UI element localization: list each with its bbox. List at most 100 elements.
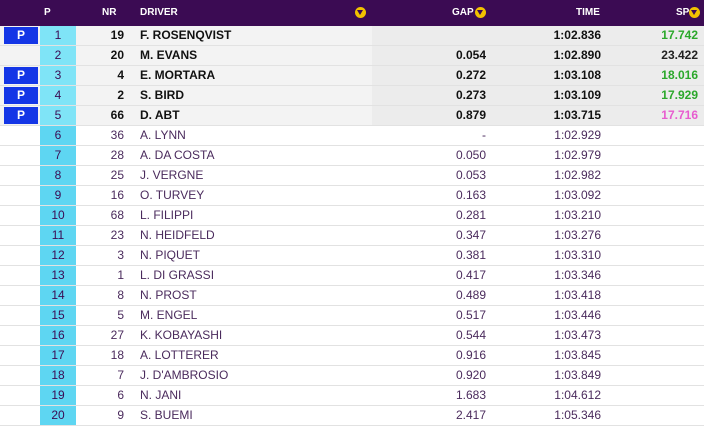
- table-header: P NR DRIVER GAP TIME SP: [0, 0, 704, 26]
- car-number-cell: 1: [117, 268, 124, 282]
- lap-time-cell: 1:03.849: [554, 368, 601, 382]
- row-shade: [372, 26, 704, 45]
- header-speed[interactable]: SP: [676, 7, 690, 18]
- header-gap[interactable]: GAP: [452, 7, 474, 18]
- header-driver[interactable]: DRIVER: [140, 7, 178, 18]
- driver-name-cell: J. D'AMBROSIO: [140, 368, 229, 382]
- position-cell: 6: [40, 126, 76, 145]
- table-row[interactable]: 9 16 O. TURVEY 0.163 1:03.092: [0, 186, 704, 206]
- car-number-cell: 68: [110, 208, 124, 222]
- badge-cell: [0, 206, 38, 225]
- table-row[interactable]: 12 3 N. PIQUET 0.381 1:03.310: [0, 246, 704, 266]
- driver-name-cell: A. LOTTERER: [140, 348, 219, 362]
- table-row[interactable]: 16 27 K. KOBAYASHI 0.544 1:03.473: [0, 326, 704, 346]
- driver-name-cell: M. ENGEL: [140, 308, 198, 322]
- badge-cell: P: [0, 66, 38, 85]
- header-car-number[interactable]: NR: [102, 7, 117, 18]
- badge-cell: [0, 226, 38, 245]
- car-number-cell: 66: [110, 108, 124, 122]
- sort-driver-icon[interactable]: [355, 7, 366, 18]
- position-cell: 11: [40, 226, 76, 245]
- table-row[interactable]: P 5 66 D. ABT 0.879 1:03.715 17.716: [0, 106, 704, 126]
- driver-name-cell: N. HEIDFELD: [140, 228, 215, 242]
- row-shade: [372, 86, 704, 105]
- gap-cell: 0.050: [455, 148, 486, 162]
- table-row[interactable]: 8 25 J. VERGNE 0.053 1:02.982: [0, 166, 704, 186]
- speed-cell: 18.016: [661, 68, 698, 82]
- gap-cell: 0.920: [455, 368, 486, 382]
- table-row[interactable]: 18 7 J. D'AMBROSIO 0.920 1:03.849: [0, 366, 704, 386]
- position-cell: 20: [40, 406, 76, 425]
- table-row[interactable]: 11 23 N. HEIDFELD 0.347 1:03.276: [0, 226, 704, 246]
- pole-badge: P: [4, 107, 38, 124]
- table-row[interactable]: P 3 4 E. MORTARA 0.272 1:03.108 18.016: [0, 66, 704, 86]
- car-number-cell: 20: [110, 48, 124, 62]
- lap-time-cell: 1:03.210: [554, 208, 601, 222]
- table-row[interactable]: 20 9 S. BUEMI 2.417 1:05.346: [0, 406, 704, 426]
- table-row[interactable]: 13 1 L. DI GRASSI 0.417 1:03.346: [0, 266, 704, 286]
- row-shade: [372, 46, 704, 65]
- table-row[interactable]: 15 5 M. ENGEL 0.517 1:03.446: [0, 306, 704, 326]
- badge-cell: [0, 166, 38, 185]
- driver-name-cell: K. KOBAYASHI: [140, 328, 223, 342]
- driver-name-cell: S. BUEMI: [140, 408, 193, 422]
- lap-time-cell: 1:03.418: [554, 288, 601, 302]
- speed-cell: [612, 326, 698, 345]
- position-cell: 5: [40, 106, 76, 125]
- header-time[interactable]: TIME: [576, 7, 600, 18]
- gap-cell: -: [482, 128, 486, 142]
- lap-time-cell: 1:03.715: [553, 108, 601, 122]
- speed-cell: [612, 206, 698, 225]
- table-row[interactable]: 7 28 A. DA COSTA 0.050 1:02.979: [0, 146, 704, 166]
- gap-cell: 0.054: [455, 48, 486, 62]
- table-row[interactable]: 14 8 N. PROST 0.489 1:03.418: [0, 286, 704, 306]
- lap-time-cell: 1:03.276: [554, 228, 601, 242]
- gap-cell: 0.517: [455, 308, 486, 322]
- position-cell: 19: [40, 386, 76, 405]
- car-number-cell: 5: [117, 308, 124, 322]
- badge-cell: P: [0, 106, 38, 125]
- speed-cell: [612, 346, 698, 365]
- badge-cell: [0, 186, 38, 205]
- table-row[interactable]: 2 20 M. EVANS 0.054 1:02.890 23.422: [0, 46, 704, 66]
- table-row[interactable]: P 4 2 S. BIRD 0.273 1:03.109 17.929: [0, 86, 704, 106]
- car-number-cell: 9: [117, 408, 124, 422]
- gap-cell: 0.879: [455, 108, 486, 122]
- sort-gap-icon[interactable]: [475, 7, 486, 18]
- driver-name-cell: O. TURVEY: [140, 188, 205, 202]
- lap-time-cell: 1:02.929: [554, 128, 601, 142]
- position-cell: 2: [40, 46, 76, 65]
- gap-cell: 0.347: [455, 228, 486, 242]
- sort-speed-icon[interactable]: [689, 7, 700, 18]
- driver-name-cell: N. JANI: [140, 388, 182, 402]
- speed-cell: [612, 266, 698, 285]
- gap-cell: [380, 26, 486, 45]
- table-row[interactable]: 10 68 L. FILIPPI 0.281 1:03.210: [0, 206, 704, 226]
- table-row[interactable]: 6 36 A. LYNN - 1:02.929: [0, 126, 704, 146]
- badge-cell: [0, 126, 38, 145]
- speed-cell: [612, 186, 698, 205]
- badge-cell: [0, 306, 38, 325]
- gap-cell: 0.272: [455, 68, 486, 82]
- speed-cell: [612, 226, 698, 245]
- position-cell: 17: [40, 346, 76, 365]
- lap-time-cell: 1:03.108: [553, 68, 601, 82]
- table-row[interactable]: 17 18 A. LOTTERER 0.916 1:03.845: [0, 346, 704, 366]
- lap-time-cell: 1:03.845: [554, 348, 601, 362]
- speed-cell: [612, 386, 698, 405]
- driver-name-cell: N. PIQUET: [140, 248, 201, 262]
- pole-badge: P: [4, 27, 38, 44]
- position-cell: 15: [40, 306, 76, 325]
- driver-name-cell: L. FILIPPI: [140, 208, 194, 222]
- badge-cell: [0, 366, 38, 385]
- driver-name-cell: S. BIRD: [140, 88, 185, 102]
- speed-cell: [612, 146, 698, 165]
- speed-cell: 23.422: [661, 48, 698, 62]
- badge-cell: [0, 326, 38, 345]
- table-row[interactable]: 19 6 N. JANI 1.683 1:04.612: [0, 386, 704, 406]
- lap-time-cell: 1:03.473: [554, 328, 601, 342]
- header-position[interactable]: P: [44, 7, 51, 18]
- badge-cell: [0, 146, 38, 165]
- table-row[interactable]: P 1 19 F. ROSENQVIST 1:02.836 17.742: [0, 26, 704, 46]
